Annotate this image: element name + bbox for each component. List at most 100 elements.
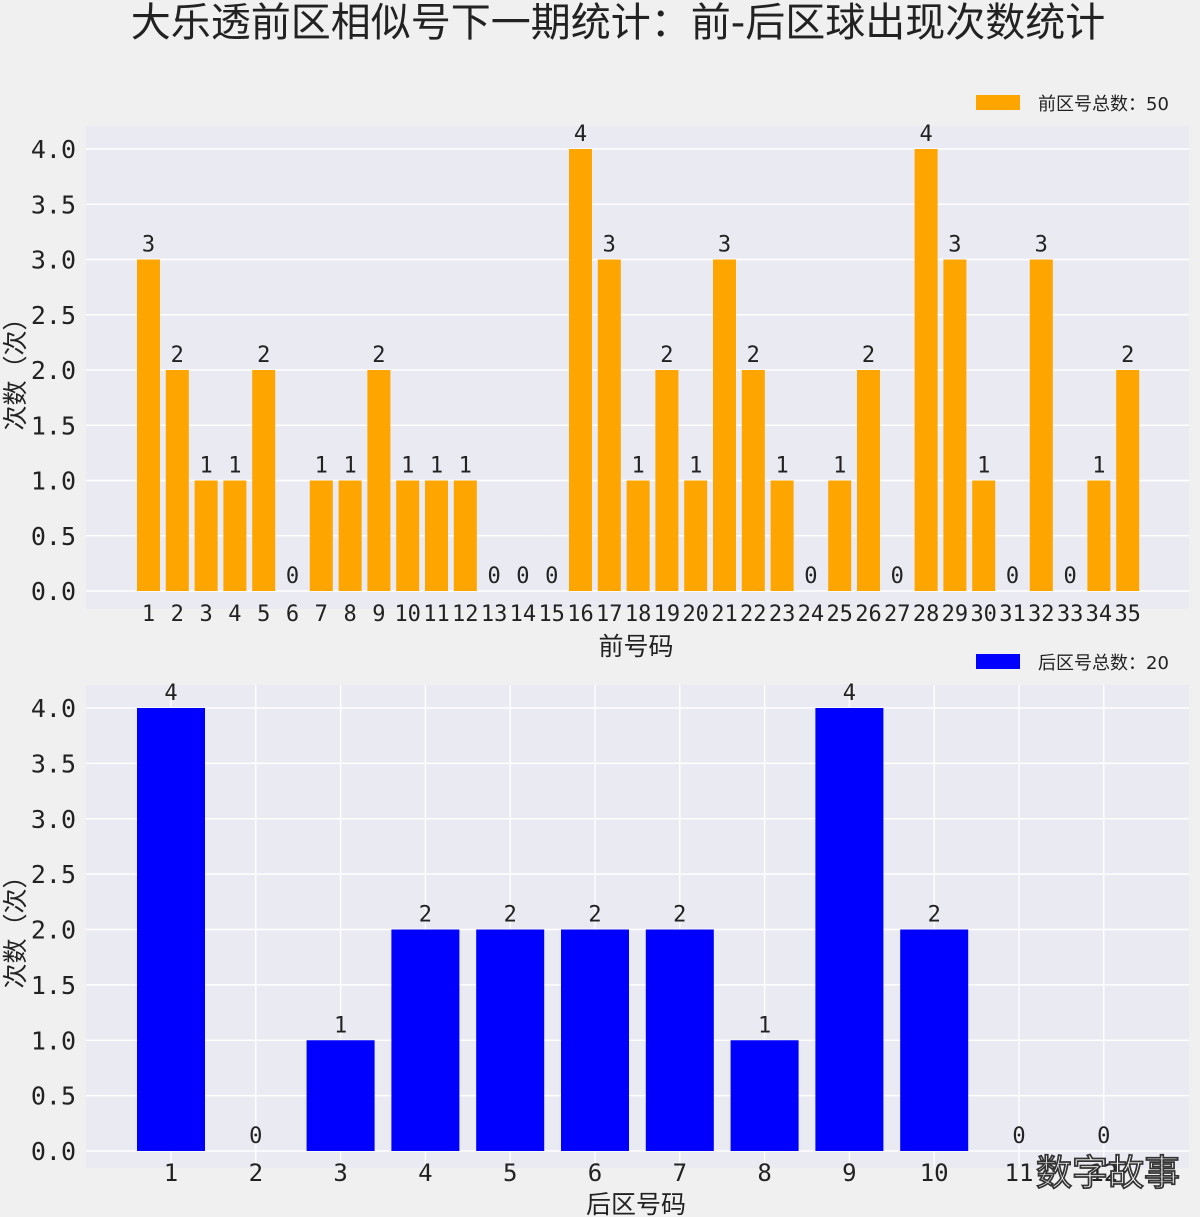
data-label: 1 xyxy=(343,454,356,479)
legend: 后区号总数：20 xyxy=(976,653,1169,674)
data-label: 2 xyxy=(504,903,517,928)
bar xyxy=(367,370,391,591)
bar xyxy=(900,929,969,1151)
y-tick-label: 2.5 xyxy=(31,860,76,889)
data-label: 1 xyxy=(631,454,644,479)
y-tick-labels: 0.0 0.5 1.0 1.5 2.0 2.5 3.0 3.5 4.0 xyxy=(31,135,76,606)
data-label: 1 xyxy=(1092,454,1105,479)
bar xyxy=(730,1040,799,1151)
data-label: 2 xyxy=(372,343,385,368)
data-label: 2 xyxy=(673,903,686,928)
data-label: 4 xyxy=(574,122,587,147)
x-tick-label: 8 xyxy=(757,1159,771,1187)
x-tick-label: 12 xyxy=(1089,1159,1118,1187)
data-label: 1 xyxy=(401,454,414,479)
y-axis-label: 次数（次） xyxy=(1,305,30,430)
y-tick-label: 4.0 xyxy=(31,694,76,723)
x-tick-label: 1 xyxy=(164,1159,178,1187)
data-label: 0 xyxy=(545,564,558,589)
y-tick-label: 0.5 xyxy=(31,522,76,551)
x-tick-label: 9 xyxy=(372,602,385,627)
x-tick-label: 35 xyxy=(1114,602,1141,627)
y-tick-label: 0.0 xyxy=(31,1137,76,1166)
x-tick-label: 2 xyxy=(249,1159,263,1187)
x-tick-label: 27 xyxy=(884,602,911,627)
bar xyxy=(857,370,880,591)
bar xyxy=(626,480,650,591)
bars xyxy=(137,708,969,1151)
y-tick-label: 1.0 xyxy=(31,467,76,496)
data-label: 1 xyxy=(199,454,212,479)
x-tick-label: 32 xyxy=(1028,602,1055,627)
data-label: 0 xyxy=(804,564,817,589)
bar xyxy=(972,480,996,591)
bar xyxy=(338,480,362,591)
bar xyxy=(713,259,736,591)
bar xyxy=(1116,370,1140,591)
data-label: 2 xyxy=(747,343,760,368)
bar xyxy=(655,370,679,591)
data-label: 1 xyxy=(430,454,443,479)
bars xyxy=(137,149,1140,591)
data-label: 2 xyxy=(171,343,184,368)
x-tick-label: 5 xyxy=(257,602,270,627)
x-tick-label: 21 xyxy=(711,602,738,627)
bar xyxy=(137,259,160,591)
x-tick-label: 6 xyxy=(286,602,299,627)
data-label: 3 xyxy=(718,233,731,258)
data-label: 1 xyxy=(334,1013,347,1038)
figure-title: 大乐透前区相似号下一期统计：前-后区球出现次数统计 xyxy=(131,0,1105,46)
y-tick-label: 3.5 xyxy=(31,749,76,778)
legend-swatch xyxy=(976,95,1020,110)
x-tick-label: 16 xyxy=(567,602,594,627)
x-tick-labels: 1 2 3 4 5 6 7 8 9 10 11 12 xyxy=(164,1159,1118,1187)
data-label: 2 xyxy=(419,903,432,928)
y-tick-label: 1.5 xyxy=(31,411,76,440)
data-label: 0 xyxy=(891,564,904,589)
data-label: 4 xyxy=(164,681,177,706)
data-label: 3 xyxy=(142,233,155,258)
x-tick-label: 11 xyxy=(1005,1159,1034,1187)
x-tick-label: 12 xyxy=(452,602,479,627)
y-tick-label: 1.5 xyxy=(31,971,76,1000)
x-tick-label: 26 xyxy=(855,602,882,627)
x-tick-label: 25 xyxy=(826,602,853,627)
legend-label: 前区号总数：50 xyxy=(1038,94,1169,115)
x-tick-label: 10 xyxy=(920,1159,949,1187)
x-tick-label: 17 xyxy=(596,602,623,627)
bar xyxy=(453,480,477,591)
data-label: 1 xyxy=(459,454,472,479)
data-label: 2 xyxy=(862,343,875,368)
x-axis-label: 前号码 xyxy=(598,632,673,661)
y-tick-label: 3.0 xyxy=(31,805,76,834)
x-tick-label: 8 xyxy=(343,602,356,627)
x-tick-label: 33 xyxy=(1057,602,1084,627)
y-tick-label: 3.0 xyxy=(31,246,76,275)
bar xyxy=(770,480,794,591)
data-label: 0 xyxy=(1006,564,1019,589)
x-tick-label: 4 xyxy=(228,602,241,627)
x-tick-label: 18 xyxy=(625,602,652,627)
bar xyxy=(309,480,333,591)
x-tick-label: 11 xyxy=(423,602,450,627)
bar xyxy=(252,370,276,591)
data-label: 0 xyxy=(286,564,299,589)
bar xyxy=(1029,259,1053,591)
plot-area xyxy=(86,685,1189,1168)
bar xyxy=(943,259,967,591)
data-label: 2 xyxy=(1121,343,1134,368)
x-axis-label: 后区号码 xyxy=(586,1190,686,1217)
data-label: 0 xyxy=(1097,1124,1110,1149)
y-tick-label: 2.0 xyxy=(31,916,76,945)
watermark-text: 数字故事 xyxy=(1036,1153,1180,1194)
x-tick-label: 6 xyxy=(588,1159,602,1187)
x-tick-label: 5 xyxy=(503,1159,517,1187)
x-tick-label: 24 xyxy=(798,602,825,627)
y-axis-label: 次数（次） xyxy=(1,863,30,988)
y-tick-label: 0.0 xyxy=(31,577,76,606)
y-tick-label: 4.0 xyxy=(31,135,76,164)
x-tick-label: 20 xyxy=(682,602,709,627)
x-tick-label: 23 xyxy=(769,602,796,627)
bar xyxy=(165,370,189,591)
x-tick-label: 7 xyxy=(315,602,328,627)
